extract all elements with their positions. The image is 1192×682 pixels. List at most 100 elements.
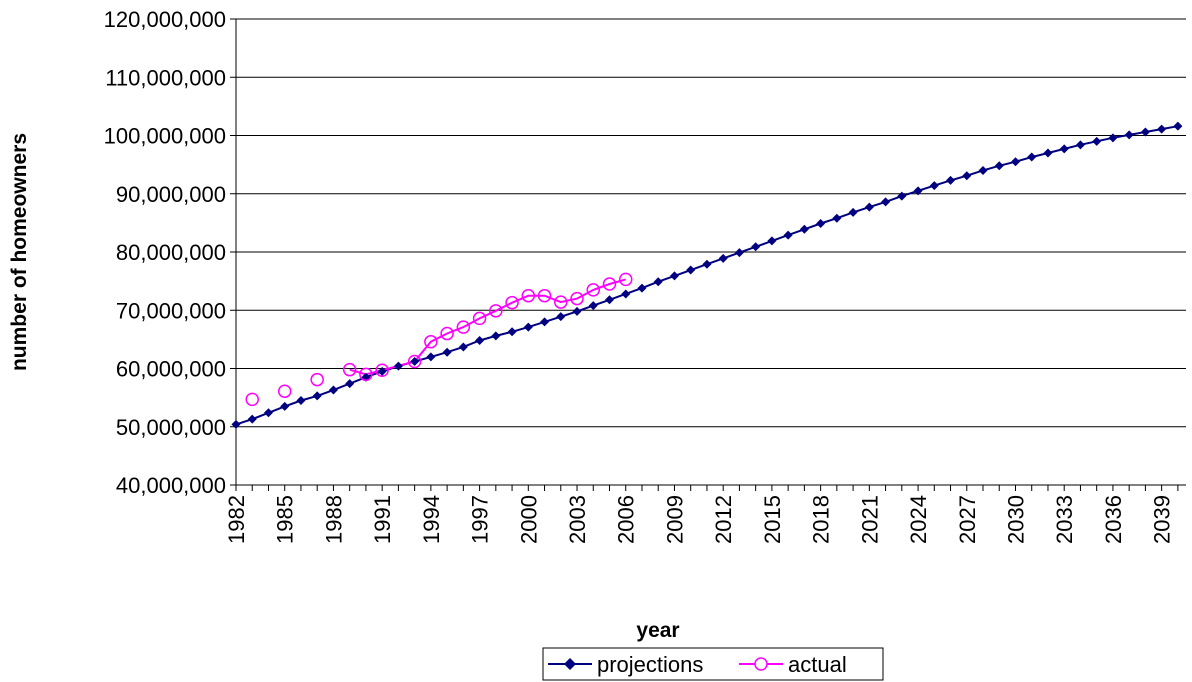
data-point-projections xyxy=(718,253,728,263)
y-tick-label: 60,000,000 xyxy=(116,357,226,382)
data-point-projections xyxy=(556,312,566,322)
data-point-projections xyxy=(507,327,517,337)
series-line-actual xyxy=(349,278,626,376)
data-point-projections xyxy=(296,396,306,406)
data-point-projections xyxy=(312,391,322,401)
data-point-actual xyxy=(375,363,389,377)
y-tick-label: 110,000,000 xyxy=(105,65,226,90)
data-point-projections xyxy=(897,191,907,201)
legend-box xyxy=(542,647,884,681)
data-point-projections xyxy=(767,236,777,246)
data-point-projections xyxy=(458,342,468,352)
data-point-projections xyxy=(913,186,923,196)
data-point-projections xyxy=(1043,148,1053,158)
data-point-actual xyxy=(537,288,552,303)
data-point-projections xyxy=(1157,124,1167,134)
data-point-projections xyxy=(832,213,842,223)
y-tick-label: 100,000,000 xyxy=(104,124,226,149)
x-tick-label: 2015 xyxy=(760,495,785,544)
data-point-projections xyxy=(653,277,663,287)
data-point-projections xyxy=(637,283,647,293)
x-tick-label: 1997 xyxy=(468,495,493,544)
data-point-projections xyxy=(377,366,387,376)
data-point-projections xyxy=(962,171,972,181)
data-point-actual xyxy=(505,295,519,310)
legend-label-actual: actual xyxy=(788,652,847,677)
data-point-projections xyxy=(540,317,550,327)
data-point-actual xyxy=(359,367,373,382)
data-point-actual xyxy=(521,288,536,303)
data-point-projections xyxy=(426,352,436,362)
data-point-projections xyxy=(1027,152,1037,162)
x-tick-label: 2036 xyxy=(1101,495,1126,544)
x-tick-label: 1985 xyxy=(273,495,298,544)
data-point-actual xyxy=(618,272,633,287)
data-point-actual xyxy=(570,291,584,306)
legend-label-projections: projections xyxy=(597,652,703,677)
data-point-projections xyxy=(1173,121,1183,131)
data-point-projections xyxy=(621,289,631,299)
data-point-projections xyxy=(929,181,939,191)
data-point-actual xyxy=(310,372,324,387)
data-point-projections xyxy=(328,385,338,395)
data-point-projections xyxy=(783,230,793,240)
x-tick-labels: 1982 1985 1988 1991 1994 1997 2000 2003 2006 2009… xyxy=(224,495,1175,544)
series-lines xyxy=(235,125,1179,426)
x-tick-label: 2027 xyxy=(955,495,980,544)
x-tick-label: 2024 xyxy=(906,495,931,544)
data-point-projections xyxy=(816,218,826,228)
legend-marker-projections xyxy=(564,658,576,670)
legend-marker-actual xyxy=(754,657,768,671)
data-point-projections xyxy=(523,322,533,332)
data-point-actual xyxy=(407,354,422,369)
x-tick-label: 2006 xyxy=(614,495,639,544)
data-point-projections xyxy=(1059,144,1069,154)
x-tick-label: 2033 xyxy=(1052,495,1077,544)
data-point-projections xyxy=(393,361,403,371)
data-point-projections xyxy=(864,202,874,212)
data-point-projections xyxy=(1140,127,1150,137)
x-tick-label: 1991 xyxy=(370,495,395,544)
data-point-projections xyxy=(946,175,956,185)
data-point-actual xyxy=(586,283,601,297)
data-point-projections xyxy=(799,224,809,234)
x-tick-label: 1982 xyxy=(224,495,249,544)
data-point-projections xyxy=(881,197,891,207)
data-point-projections xyxy=(572,306,582,316)
data-point-projections xyxy=(491,331,501,341)
x-tick-label: 2030 xyxy=(1003,495,1028,544)
data-point-projections xyxy=(669,271,679,281)
data-point-projections xyxy=(1092,136,1102,146)
data-point-actual xyxy=(456,320,471,334)
series-line-projections xyxy=(235,125,1179,426)
data-point-actual xyxy=(554,295,568,309)
x-tick-label: 2012 xyxy=(711,495,736,544)
x-tick-label: 2000 xyxy=(516,495,541,544)
y-tick-label: 50,000,000 xyxy=(116,415,226,440)
data-point-projections xyxy=(605,295,615,305)
data-point-projections xyxy=(1075,140,1085,150)
data-point-projections xyxy=(734,248,744,258)
data-point-projections xyxy=(588,301,598,311)
x-tick-label: 2021 xyxy=(857,495,882,544)
x-tick-label: 1988 xyxy=(321,495,346,544)
y-tick-label: 70,000,000 xyxy=(116,298,226,323)
x-tick-label: 2039 xyxy=(1150,495,1175,544)
data-point-actual xyxy=(424,334,438,349)
data-point-projections xyxy=(978,165,988,175)
data-point-actual xyxy=(440,326,454,341)
data-point-projections xyxy=(994,161,1004,171)
data-point-projections xyxy=(1108,133,1118,143)
data-point-projections xyxy=(1124,130,1134,140)
data-point-projections xyxy=(848,207,858,217)
y-tick-labels: 40,000,000 50,000,000 60,000,000 70,000,000… xyxy=(104,7,226,498)
data-point-projections xyxy=(702,259,712,269)
data-point-projections xyxy=(442,347,452,357)
data-point-actual xyxy=(277,384,292,398)
data-point-projections xyxy=(686,265,696,275)
data-point-projections xyxy=(263,408,273,418)
y-tick-label: 40,000,000 xyxy=(116,473,226,498)
data-point-projections xyxy=(280,401,290,411)
legend: projections actual xyxy=(542,647,884,681)
